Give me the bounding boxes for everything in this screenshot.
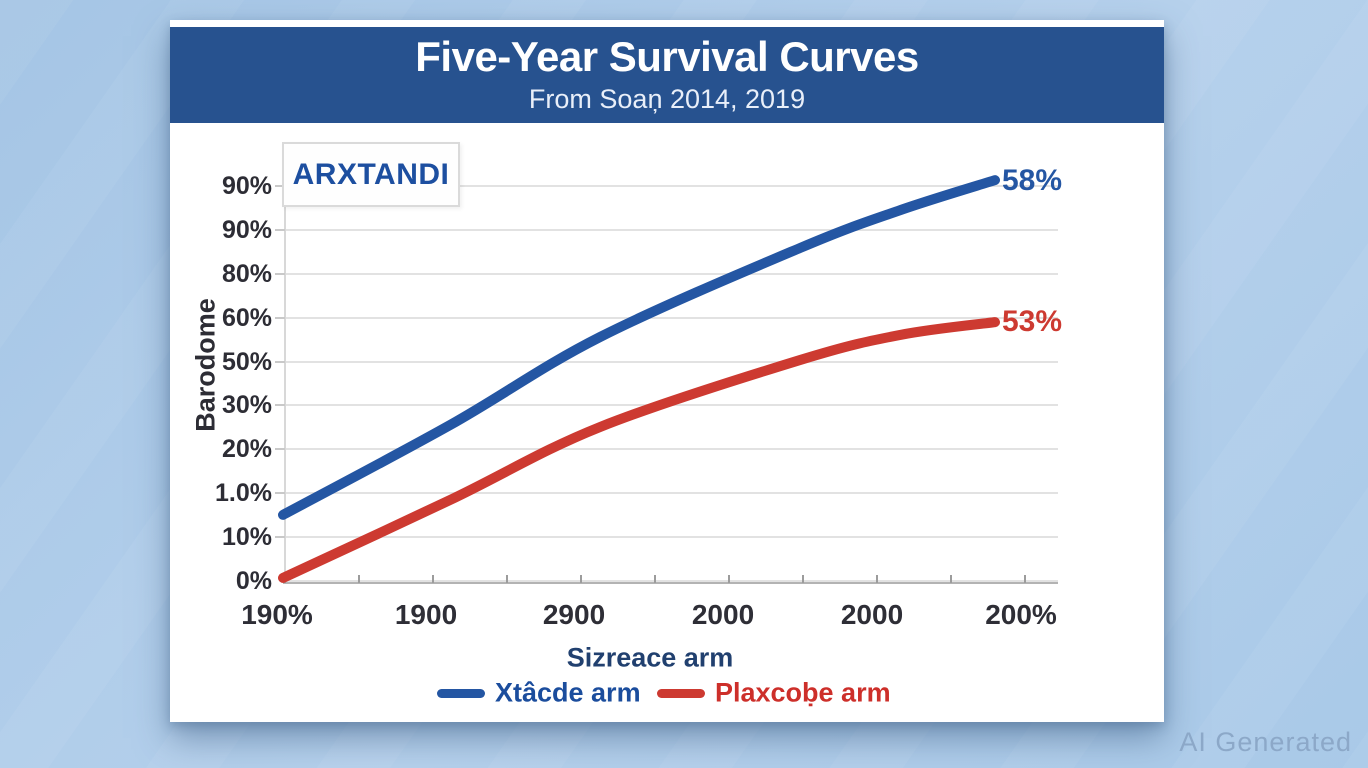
legend-label-blue: Xtâcde arm [495,677,641,708]
chart-title: Five-Year Survival Curves [415,33,919,81]
y-tick-label: 20% [221,435,272,463]
survival-curve-plaxcobe [278,317,1000,583]
survival-curve-xtacde [278,175,1000,520]
chart-header: Five-Year Survival Curves From Soaņ 2014… [170,27,1164,123]
x-axis-title: Sizreace arm [566,642,734,673]
end-value-label-blue: 58% [1001,164,1063,197]
y-tick-label: 30% [221,391,272,419]
x-tick-label: 2000 [691,599,755,630]
x-tick-label: 2900 [542,599,606,630]
survival-chart-plot [275,165,1058,584]
y-tick-label: 90% [221,216,272,244]
y-tick-label: 90% [221,172,272,200]
legend-swatch-red [657,689,705,698]
ai-generated-watermark: AI Generated [1179,727,1352,757]
legend-label-red: Plaxcoḅe arm [715,677,891,708]
x-tick-label: 2000 [840,599,904,630]
end-value-label-red: 53% [1001,305,1063,338]
x-tick-label: 1900 [394,599,458,630]
y-tick-label: 1.0% [215,479,272,507]
y-tick-label: 10% [221,523,272,551]
x-tick-label: 190% [241,599,313,630]
x-tick-label: 200% [985,599,1057,630]
y-axis-ticks [275,185,285,538]
annotation-box: ARXTANDI [282,142,460,207]
legend-swatch-blue [437,689,485,698]
y-tick-label: 50% [221,348,272,376]
y-tick-label: 80% [221,260,272,288]
y-tick-label: 0% [235,567,272,595]
chart-card: Five-Year Survival Curves From Soaņ 2014… [170,20,1164,722]
y-tick-label: 60% [221,304,272,332]
chart-subtitle: From Soaņ 2014, 2019 [528,83,806,114]
annotation-label: ARXTANDI [292,157,450,191]
